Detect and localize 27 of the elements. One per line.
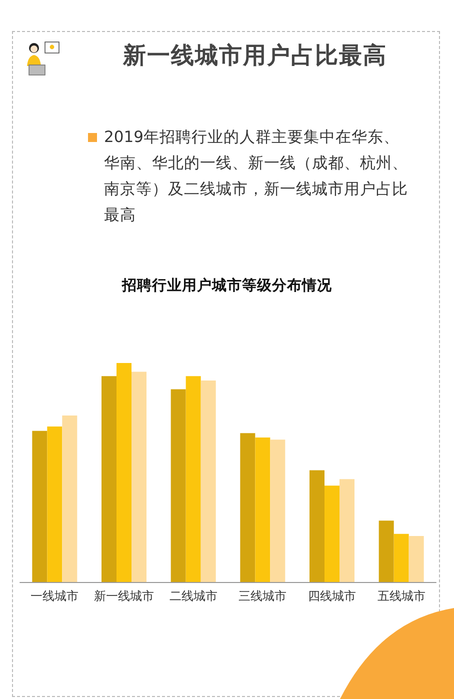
bar <box>340 479 354 582</box>
bar <box>62 416 78 582</box>
bar <box>116 363 132 582</box>
chart-subtitle: 2019年招聘行业的人群主要集中在华东、华南、华北的一线、新一线（成都、杭州、南京等）及二线城市，新一线城市用户占比最高 <box>104 127 409 226</box>
bar <box>378 520 394 582</box>
bar <box>324 486 340 582</box>
bar <box>255 437 270 582</box>
x-tick-label: 二线城市 <box>169 589 218 603</box>
bar <box>240 433 256 582</box>
x-tick-label: 四线城市 <box>308 589 356 603</box>
text: 招聘行业用户城市等级分布情况 <box>120 276 333 295</box>
x-tick-label: 新一线城市 <box>94 589 154 603</box>
x-tick-label: 一线城市 <box>30 589 79 603</box>
bar <box>186 376 201 582</box>
bar <box>408 536 424 582</box>
bar <box>394 534 409 582</box>
bar <box>170 389 186 582</box>
x-tick-label: 五线城市 <box>377 589 426 603</box>
chart-title: 新一线城市用户占比最高 <box>122 42 388 71</box>
bar <box>310 470 324 582</box>
bar <box>200 380 216 582</box>
bar <box>102 376 116 582</box>
bar <box>47 426 62 582</box>
bar <box>270 440 286 582</box>
x-tick-label: 三线城市 <box>238 589 287 603</box>
bar <box>32 430 48 582</box>
bar <box>132 372 146 582</box>
